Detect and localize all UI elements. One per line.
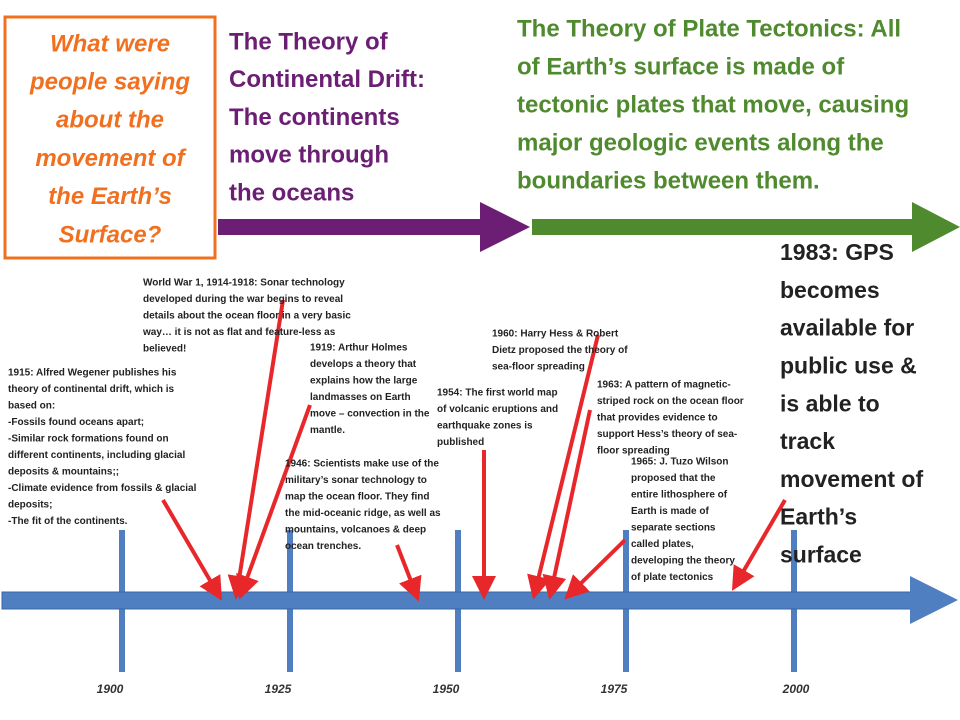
gps-text: track <box>780 428 835 454</box>
event-text: move – convection in the <box>310 409 430 420</box>
drift-text: The Theory of <box>229 28 389 55</box>
event-text: develops a theory that <box>310 359 417 370</box>
year-label: 2000 <box>782 682 810 696</box>
tectonics-text: major geologic events along the <box>517 129 884 156</box>
event-text: proposed that the <box>631 473 716 484</box>
event-text: theory of continental drift, which is <box>8 384 175 395</box>
year-label: 1950 <box>433 682 460 696</box>
event-text: based on: <box>8 401 55 412</box>
event-text: support Hess’s theory of sea- <box>597 429 737 440</box>
drift-text: move through <box>229 142 389 169</box>
event-text: believed! <box>143 344 186 355</box>
event-text: of volcanic eruptions and <box>437 404 558 415</box>
gps-text: public use & <box>780 352 917 378</box>
event-text: separate sections <box>631 523 716 534</box>
drift-text: Continental Drift: <box>229 66 425 93</box>
question-text: about the <box>56 107 164 134</box>
event-text: 1946: Scientists make use of the <box>285 459 439 470</box>
tectonics-text: The Theory of Plate Tectonics: All <box>517 15 901 42</box>
green-arrow <box>532 202 960 252</box>
event-text: -Fossils found oceans apart; <box>8 417 144 428</box>
event-text: details about the ocean floor in a very … <box>143 311 351 322</box>
question-text: the Earth’s <box>48 183 172 210</box>
event-text: of plate tectonics <box>631 572 714 583</box>
question-text: people saying <box>29 69 190 96</box>
drift-text: The continents <box>229 104 400 131</box>
event-text: earthquake zones is <box>437 421 533 432</box>
timeline-arrow <box>1 576 958 624</box>
event-text: Dietz proposed the theory of <box>492 345 628 356</box>
event-text: the mid-oceanic ridge, as well as <box>285 508 441 519</box>
event-text: 1965: J. Tuzo Wilson <box>631 457 729 468</box>
gps-text: available for <box>780 315 914 341</box>
event-text: 1915: Alfred Wegener publishes his <box>8 368 177 379</box>
event-text: called plates, <box>631 539 694 550</box>
event-text: ocean trenches. <box>285 541 361 552</box>
event-text: way… it is not as flat and feature-less … <box>142 327 336 338</box>
gps-text: movement of <box>780 466 923 492</box>
gps-text: is able to <box>780 390 880 416</box>
event-text: mantle. <box>310 425 345 436</box>
gps-text: surface <box>780 541 862 567</box>
event-text: sea-floor spreading <box>492 362 585 373</box>
year-label: 1900 <box>97 682 124 696</box>
event-text: that provides evidence to <box>597 413 718 424</box>
tectonics-text: of Earth’s surface is made of <box>517 53 845 80</box>
event-text: explains how the large <box>310 376 418 387</box>
event-text: 1919: Arthur Holmes <box>310 343 408 354</box>
question-text: movement of <box>35 145 186 172</box>
gps-text: 1983: GPS <box>780 239 894 265</box>
event-text: Earth is made of <box>631 506 709 517</box>
event-text: 1954: The first world map <box>437 388 558 399</box>
purple-arrow <box>218 202 530 252</box>
event-text: landmasses on Earth <box>310 392 411 403</box>
event-text: -The fit of the continents. <box>8 516 128 527</box>
event-arrows <box>161 299 787 602</box>
event-text: striped rock on the ocean floor <box>597 396 744 407</box>
event-text: different continents, including glacial <box>8 450 185 461</box>
tectonics-text: boundaries between them. <box>517 167 820 194</box>
question-text: Surface? <box>59 221 162 248</box>
gps-text: Earth’s <box>780 504 857 530</box>
question-box <box>3 15 217 260</box>
question-text: What were <box>50 30 170 57</box>
drift-text: the oceans <box>229 180 354 207</box>
event-text: published <box>437 437 484 448</box>
tectonics-text: tectonic plates that move, causing <box>517 91 909 118</box>
gps-text: becomes <box>780 277 880 303</box>
event-text: developing the theory <box>631 556 735 567</box>
event-text: mountains, volcanoes & deep <box>285 525 426 536</box>
event-text: developed during the war begins to revea… <box>143 294 343 305</box>
event-text: entire lithosphere of <box>631 490 728 501</box>
event-text: deposits; <box>8 500 52 511</box>
event-text: deposits & mountains;; <box>8 467 119 478</box>
event-text: military’s sonar technology to <box>285 475 427 486</box>
event-text: map the ocean floor. They find <box>285 492 429 503</box>
event-text: floor spreading <box>597 446 670 457</box>
event-text: 1963: A pattern of magnetic- <box>597 380 731 391</box>
event-text: 1960: Harry Hess & Robert <box>492 329 619 340</box>
event-text: World War 1, 1914-1918: Sonar technology <box>143 278 345 289</box>
year-label: 1975 <box>601 682 628 696</box>
event-text: -Climate evidence from fossils & glacial <box>8 483 197 494</box>
event-text: -Similar rock formations found on <box>8 434 169 445</box>
year-label: 1925 <box>265 682 292 696</box>
